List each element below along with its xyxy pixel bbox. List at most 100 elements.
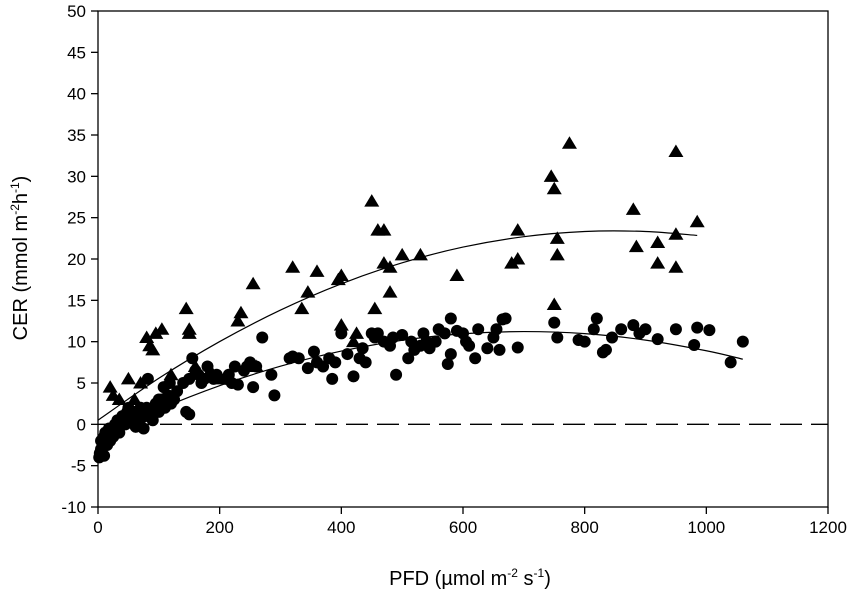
data-point-triangle <box>233 305 249 319</box>
data-point-circle <box>265 368 278 381</box>
data-point-circle <box>256 331 269 344</box>
data-point-circle <box>490 323 503 336</box>
data-point-circle <box>98 449 111 462</box>
data-point-circle <box>183 372 196 385</box>
data-point-triangle <box>230 314 246 327</box>
x-axis-label-end: ) <box>544 568 551 590</box>
data-point-triangle <box>163 367 179 381</box>
data-point-circle <box>326 372 339 385</box>
data-point-circle <box>481 342 494 355</box>
data-point-circle <box>396 329 409 342</box>
y-tick-label: 45 <box>67 43 86 62</box>
data-point-triangle <box>309 264 325 277</box>
data-point-circle <box>606 331 619 344</box>
data-point-triangle <box>120 371 136 385</box>
data-point-circle <box>335 327 348 340</box>
x-tick-label: 400 <box>327 518 355 537</box>
data-point-triangle <box>510 223 526 236</box>
data-point-triangle <box>367 301 383 315</box>
data-point-circle <box>511 341 524 354</box>
data-point-circle <box>493 343 506 356</box>
data-point-triangle <box>333 318 349 331</box>
data-point-triangle <box>546 181 562 195</box>
y-tick-label: 30 <box>67 167 86 186</box>
data-point-triangle <box>102 380 118 393</box>
data-point-circle <box>163 377 176 389</box>
x-tick-label: 1000 <box>687 518 725 537</box>
data-point-triangle <box>510 252 526 265</box>
data-point-triangle <box>133 376 149 389</box>
y-tick-label: 5 <box>77 374 86 393</box>
y-axis-label-sup: -1 <box>8 182 22 193</box>
y-tick-label: 50 <box>67 2 86 21</box>
data-point-triangle <box>668 260 684 273</box>
data-point-circle <box>578 335 591 348</box>
x-tick-label: 200 <box>205 518 233 537</box>
x-axis-label-main: PFD (µmol m <box>389 568 507 590</box>
x-tick-label: 600 <box>449 518 477 537</box>
data-point-circle <box>356 342 369 355</box>
data-point-triangle <box>394 247 410 261</box>
data-point-triangle <box>285 260 301 273</box>
y-tick-label: 20 <box>67 250 86 269</box>
data-point-circle <box>146 414 159 427</box>
data-point-triangle <box>549 247 565 261</box>
data-point-circle <box>703 324 716 337</box>
data-point-circle <box>228 360 241 373</box>
data-point-circle <box>113 426 126 439</box>
data-point-circle <box>429 335 442 348</box>
y-tick-label: 40 <box>67 85 86 104</box>
data-point-circle <box>387 331 400 344</box>
data-point-circle <box>463 339 476 352</box>
data-point-triangle <box>349 326 365 339</box>
y-tick-label: 25 <box>67 209 86 228</box>
data-point-circle <box>736 335 749 348</box>
data-point-circle <box>587 323 600 336</box>
data-point-circle <box>268 389 281 402</box>
data-point-triangle <box>549 231 565 244</box>
data-point-triangle <box>294 301 310 315</box>
data-point-circle <box>551 331 564 344</box>
data-point-circle <box>347 370 360 383</box>
y-tick-label: 15 <box>67 291 86 310</box>
data-point-circle <box>615 323 628 336</box>
data-point-triangle <box>561 136 577 149</box>
data-point-triangle <box>449 268 465 282</box>
y-axis-label-end: ) <box>10 176 32 183</box>
x-axis-label-sup: -1 <box>534 566 545 580</box>
data-point-circle <box>499 312 512 325</box>
data-point-triangle <box>346 334 361 348</box>
data-point-triangle <box>689 214 705 228</box>
x-axis-label: PFD (µmol m-2 s-1) <box>389 566 551 590</box>
data-point-triangle <box>111 392 127 406</box>
data-point-triangle <box>127 392 142 406</box>
data-point-triangle <box>650 256 666 269</box>
data-point-circle <box>444 348 457 361</box>
data-point-circle <box>599 343 612 356</box>
data-point-triangle <box>376 223 392 236</box>
data-point-circle <box>548 316 561 329</box>
data-point-circle <box>301 362 314 375</box>
data-point-circle <box>724 356 737 369</box>
data-point-circle <box>186 352 199 365</box>
data-point-circle <box>141 372 154 385</box>
x-tick-label: 800 <box>570 518 598 537</box>
data-point-circle <box>231 378 244 391</box>
x-axis-label-mid: s <box>518 568 534 590</box>
data-point-triangle <box>543 169 559 182</box>
data-point-circle <box>441 357 454 370</box>
data-point-triangle <box>628 239 644 253</box>
data-point-circle <box>691 321 704 334</box>
y-tick-label: -10 <box>61 498 86 517</box>
data-point-circle <box>317 360 330 373</box>
data-point-triangle <box>145 342 161 356</box>
data-point-triangle <box>546 297 562 310</box>
data-point-circle <box>137 422 150 435</box>
data-point-triangle <box>245 276 261 290</box>
x-tick-label: 1200 <box>809 518 847 537</box>
data-point-triangle <box>412 247 428 261</box>
data-point-triangle <box>154 322 170 335</box>
data-point-triangle <box>181 326 197 339</box>
data-point-triangle <box>650 235 666 248</box>
